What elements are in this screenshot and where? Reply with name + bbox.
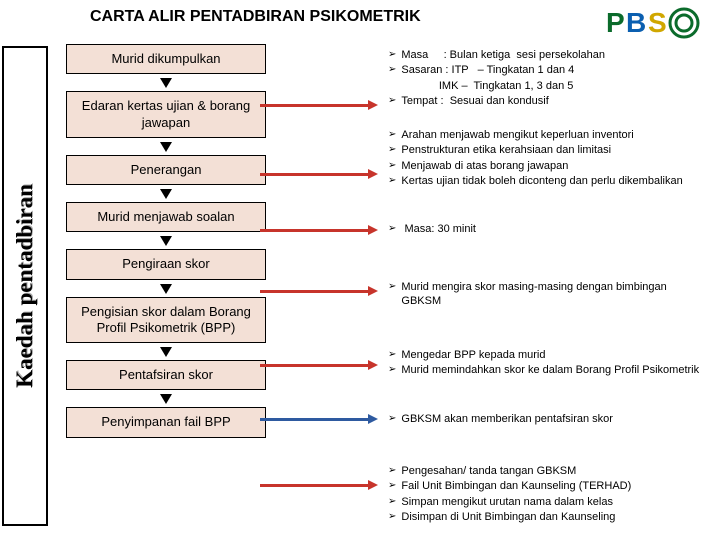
arrow-down-icon: [160, 284, 172, 294]
bullet-icon: ➢: [388, 128, 396, 142]
bullet-icon: ➢: [388, 495, 396, 509]
note-item: ➢ Penstrukturan etika kerahsiaan dan limi…: [388, 143, 708, 157]
bullet-icon: ➢: [388, 479, 396, 493]
bullet-icon: ➢: [388, 280, 396, 294]
note-text: Murid mengira skor masing-masing dengan …: [401, 280, 708, 309]
note-item: ➢ Sasaran : ITP – Tingkatan 1 dan 4: [388, 63, 708, 77]
bullet-icon: ➢: [388, 348, 396, 362]
note-item: ➢ Kertas ujian tidak boleh diconteng dan …: [388, 174, 708, 188]
arrow-down-icon: [160, 347, 172, 357]
note-group: ➢ Masa: 30 minit: [388, 222, 708, 237]
note-item: ➢ Murid memindahkan skor ke dalam Borang …: [388, 363, 708, 377]
bullet-icon: ➢: [388, 222, 396, 236]
connector-arrow: [260, 484, 378, 487]
side-label-box: Kaedah pentadbiran: [2, 46, 48, 526]
note-text: Kertas ujian tidak boleh diconteng dan p…: [401, 174, 708, 188]
note-text: Mengedar BPP kepada murid: [401, 348, 708, 362]
note-text: Arahan menjawab mengikut keperluan inven…: [401, 128, 708, 142]
bullet-icon: ➢: [388, 412, 396, 426]
bullet-icon: ➢: [388, 143, 396, 157]
flow-step: Penyimpanan fail BPP: [66, 407, 266, 437]
note-text: Tempat : Sesuai dan kondusif: [401, 94, 708, 108]
note-text: Pengesahan/ tanda tangan GBKSM: [401, 464, 708, 478]
note-text: Fail Unit Bimbingan dan Kaunseling (TERH…: [401, 479, 708, 493]
arrow-down-icon: [160, 236, 172, 246]
bullet-icon: ➢: [388, 464, 396, 478]
note-item: ➢ Arahan menjawab mengikut keperluan inve…: [388, 128, 708, 142]
svg-text:B: B: [626, 7, 646, 38]
flow-step: Pentafsiran skor: [66, 360, 266, 390]
connectors-layer: [260, 44, 380, 534]
connector-arrow: [260, 290, 378, 293]
page-title: CARTA ALIR PENTADBIRAN PSIKOMETRIK: [90, 8, 421, 26]
note-item: ➢ Simpan mengikut urutan nama dalam kelas: [388, 495, 708, 509]
note-item: IMK – Tingkatan 1, 3 dan 5: [388, 79, 708, 93]
connector-arrow: [260, 173, 378, 176]
note-text: IMK – Tingkatan 1, 3 dan 5: [393, 79, 708, 93]
bullet-icon: ➢: [388, 174, 396, 188]
connector-arrow: [260, 104, 378, 107]
bullet-icon: ➢: [388, 63, 396, 77]
note-text: Menjawab di atas borang jawapan: [401, 159, 708, 173]
svg-text:P: P: [606, 7, 625, 38]
note-text: Masa: 30 minit: [401, 222, 708, 236]
note-text: Simpan mengikut urutan nama dalam kelas: [401, 495, 708, 509]
side-label-text: Kaedah pentadbiran: [12, 184, 38, 388]
note-group: ➢ Arahan menjawab mengikut keperluan inve…: [388, 128, 708, 189]
bullet-icon: ➢: [388, 159, 396, 173]
note-item: ➢ Tempat : Sesuai dan kondusif: [388, 94, 708, 108]
flow-column: Murid dikumpulkan Edaran kertas ujian & b…: [56, 44, 276, 438]
arrow-down-icon: [160, 189, 172, 199]
flow-step: Murid menjawab soalan: [66, 202, 266, 232]
note-item: ➢ Masa : Bulan ketiga sesi persekolahan: [388, 48, 708, 62]
arrow-down-icon: [160, 78, 172, 88]
note-item: ➢ Mengedar BPP kepada murid: [388, 348, 708, 362]
arrow-down-icon: [160, 142, 172, 152]
note-text: Murid memindahkan skor ke dalam Borang P…: [401, 363, 708, 377]
svg-text:S: S: [648, 7, 667, 38]
note-group: ➢ GBKSM akan memberikan pentafsiran skor: [388, 412, 708, 427]
note-text: GBKSM akan memberikan pentafsiran skor: [401, 412, 708, 426]
flow-step: Pengisian skor dalam Borang Profil Psiko…: [66, 297, 266, 344]
pbs-logo: P B S: [606, 6, 704, 40]
bullet-icon: ➢: [388, 363, 396, 377]
note-text: Penstrukturan etika kerahsiaan dan limit…: [401, 143, 708, 157]
note-item: ➢ Menjawab di atas borang jawapan: [388, 159, 708, 173]
note-text: Disimpan di Unit Bimbingan dan Kaunselin…: [401, 510, 708, 524]
note-item: ➢ Fail Unit Bimbingan dan Kaunseling (TER…: [388, 479, 708, 493]
bullet-icon: ➢: [388, 94, 396, 108]
note-item: ➢ GBKSM akan memberikan pentafsiran skor: [388, 412, 708, 426]
bullet-icon: ➢: [388, 510, 396, 524]
note-group: ➢ Masa : Bulan ketiga sesi persekolahan ➢ S…: [388, 48, 708, 109]
note-group: ➢ Pengesahan/ tanda tangan GBKSM ➢ Fail Uni…: [388, 464, 708, 525]
note-group: ➢ Mengedar BPP kepada murid ➢ Murid meminda…: [388, 348, 708, 379]
connector-arrow: [260, 364, 378, 367]
flow-step: Edaran kertas ujian & borang jawapan: [66, 91, 266, 138]
flow-step: Murid dikumpulkan: [66, 44, 266, 74]
note-item: ➢ Disimpan di Unit Bimbingan dan Kaunseli…: [388, 510, 708, 524]
flow-step: Penerangan: [66, 155, 266, 185]
note-text: Masa : Bulan ketiga sesi persekolahan: [401, 48, 708, 62]
note-item: ➢ Masa: 30 minit: [388, 222, 708, 236]
note-item: ➢ Pengesahan/ tanda tangan GBKSM: [388, 464, 708, 478]
connector-arrow: [260, 418, 378, 421]
connector-arrow: [260, 229, 378, 232]
arrow-down-icon: [160, 394, 172, 404]
note-text: Sasaran : ITP – Tingkatan 1 dan 4: [401, 63, 708, 77]
flow-step: Pengiraan skor: [66, 249, 266, 279]
note-group: ➢ Murid mengira skor masing-masing dengan…: [388, 280, 708, 310]
note-item: ➢ Murid mengira skor masing-masing dengan…: [388, 280, 708, 309]
bullet-icon: ➢: [388, 48, 396, 62]
